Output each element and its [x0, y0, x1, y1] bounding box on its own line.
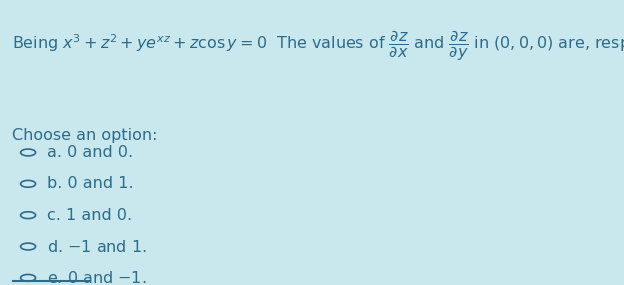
Text: c. 1 and 0.: c. 1 and 0.	[47, 208, 132, 223]
Text: Choose an option:: Choose an option:	[12, 128, 158, 143]
Text: Being $x^3 + z^2 + ye^{xz} + z\cos y = 0$  The values of $\dfrac{\partial z}{\pa: Being $x^3 + z^2 + ye^{xz} + z\cos y = 0…	[12, 28, 624, 64]
Text: d. $-1$ and 1.: d. $-1$ and 1.	[47, 239, 147, 255]
Text: a. 0 and 0.: a. 0 and 0.	[47, 145, 133, 160]
Text: e. 0 and $-1$.: e. 0 and $-1$.	[47, 270, 146, 285]
Text: b. 0 and 1.: b. 0 and 1.	[47, 176, 134, 191]
